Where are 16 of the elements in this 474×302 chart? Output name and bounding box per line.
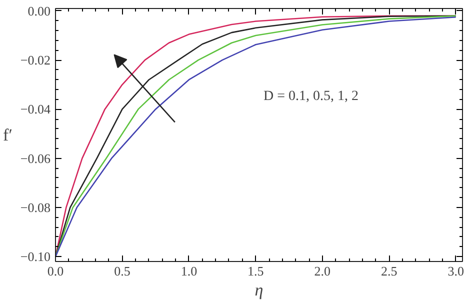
annotation: D = 0.1, 0.5, 1, 2 (264, 89, 359, 104)
x-axis-title: η (254, 280, 264, 300)
x-tick-label: 1.0 (180, 264, 198, 278)
y-tick-label: −0.02 (20, 52, 51, 68)
y-tick-label: −0.10 (20, 249, 51, 264)
x-tick-label: 3.0 (448, 264, 464, 278)
x-tick-label: 2.0 (314, 264, 331, 278)
y-tick-label: −0.08 (20, 200, 51, 215)
y-axis-title: f′ (3, 126, 12, 144)
x-tick-label: 1.5 (248, 264, 264, 278)
x-tick-label: 0.5 (114, 264, 130, 278)
y-tick-label: −0.06 (20, 150, 51, 166)
y-tick-label: 0.00 (28, 3, 50, 18)
y-tick-label: −0.04 (20, 102, 51, 117)
x-tick-label: 2.5 (380, 264, 398, 278)
x-tick-label: 0.0 (47, 264, 64, 278)
